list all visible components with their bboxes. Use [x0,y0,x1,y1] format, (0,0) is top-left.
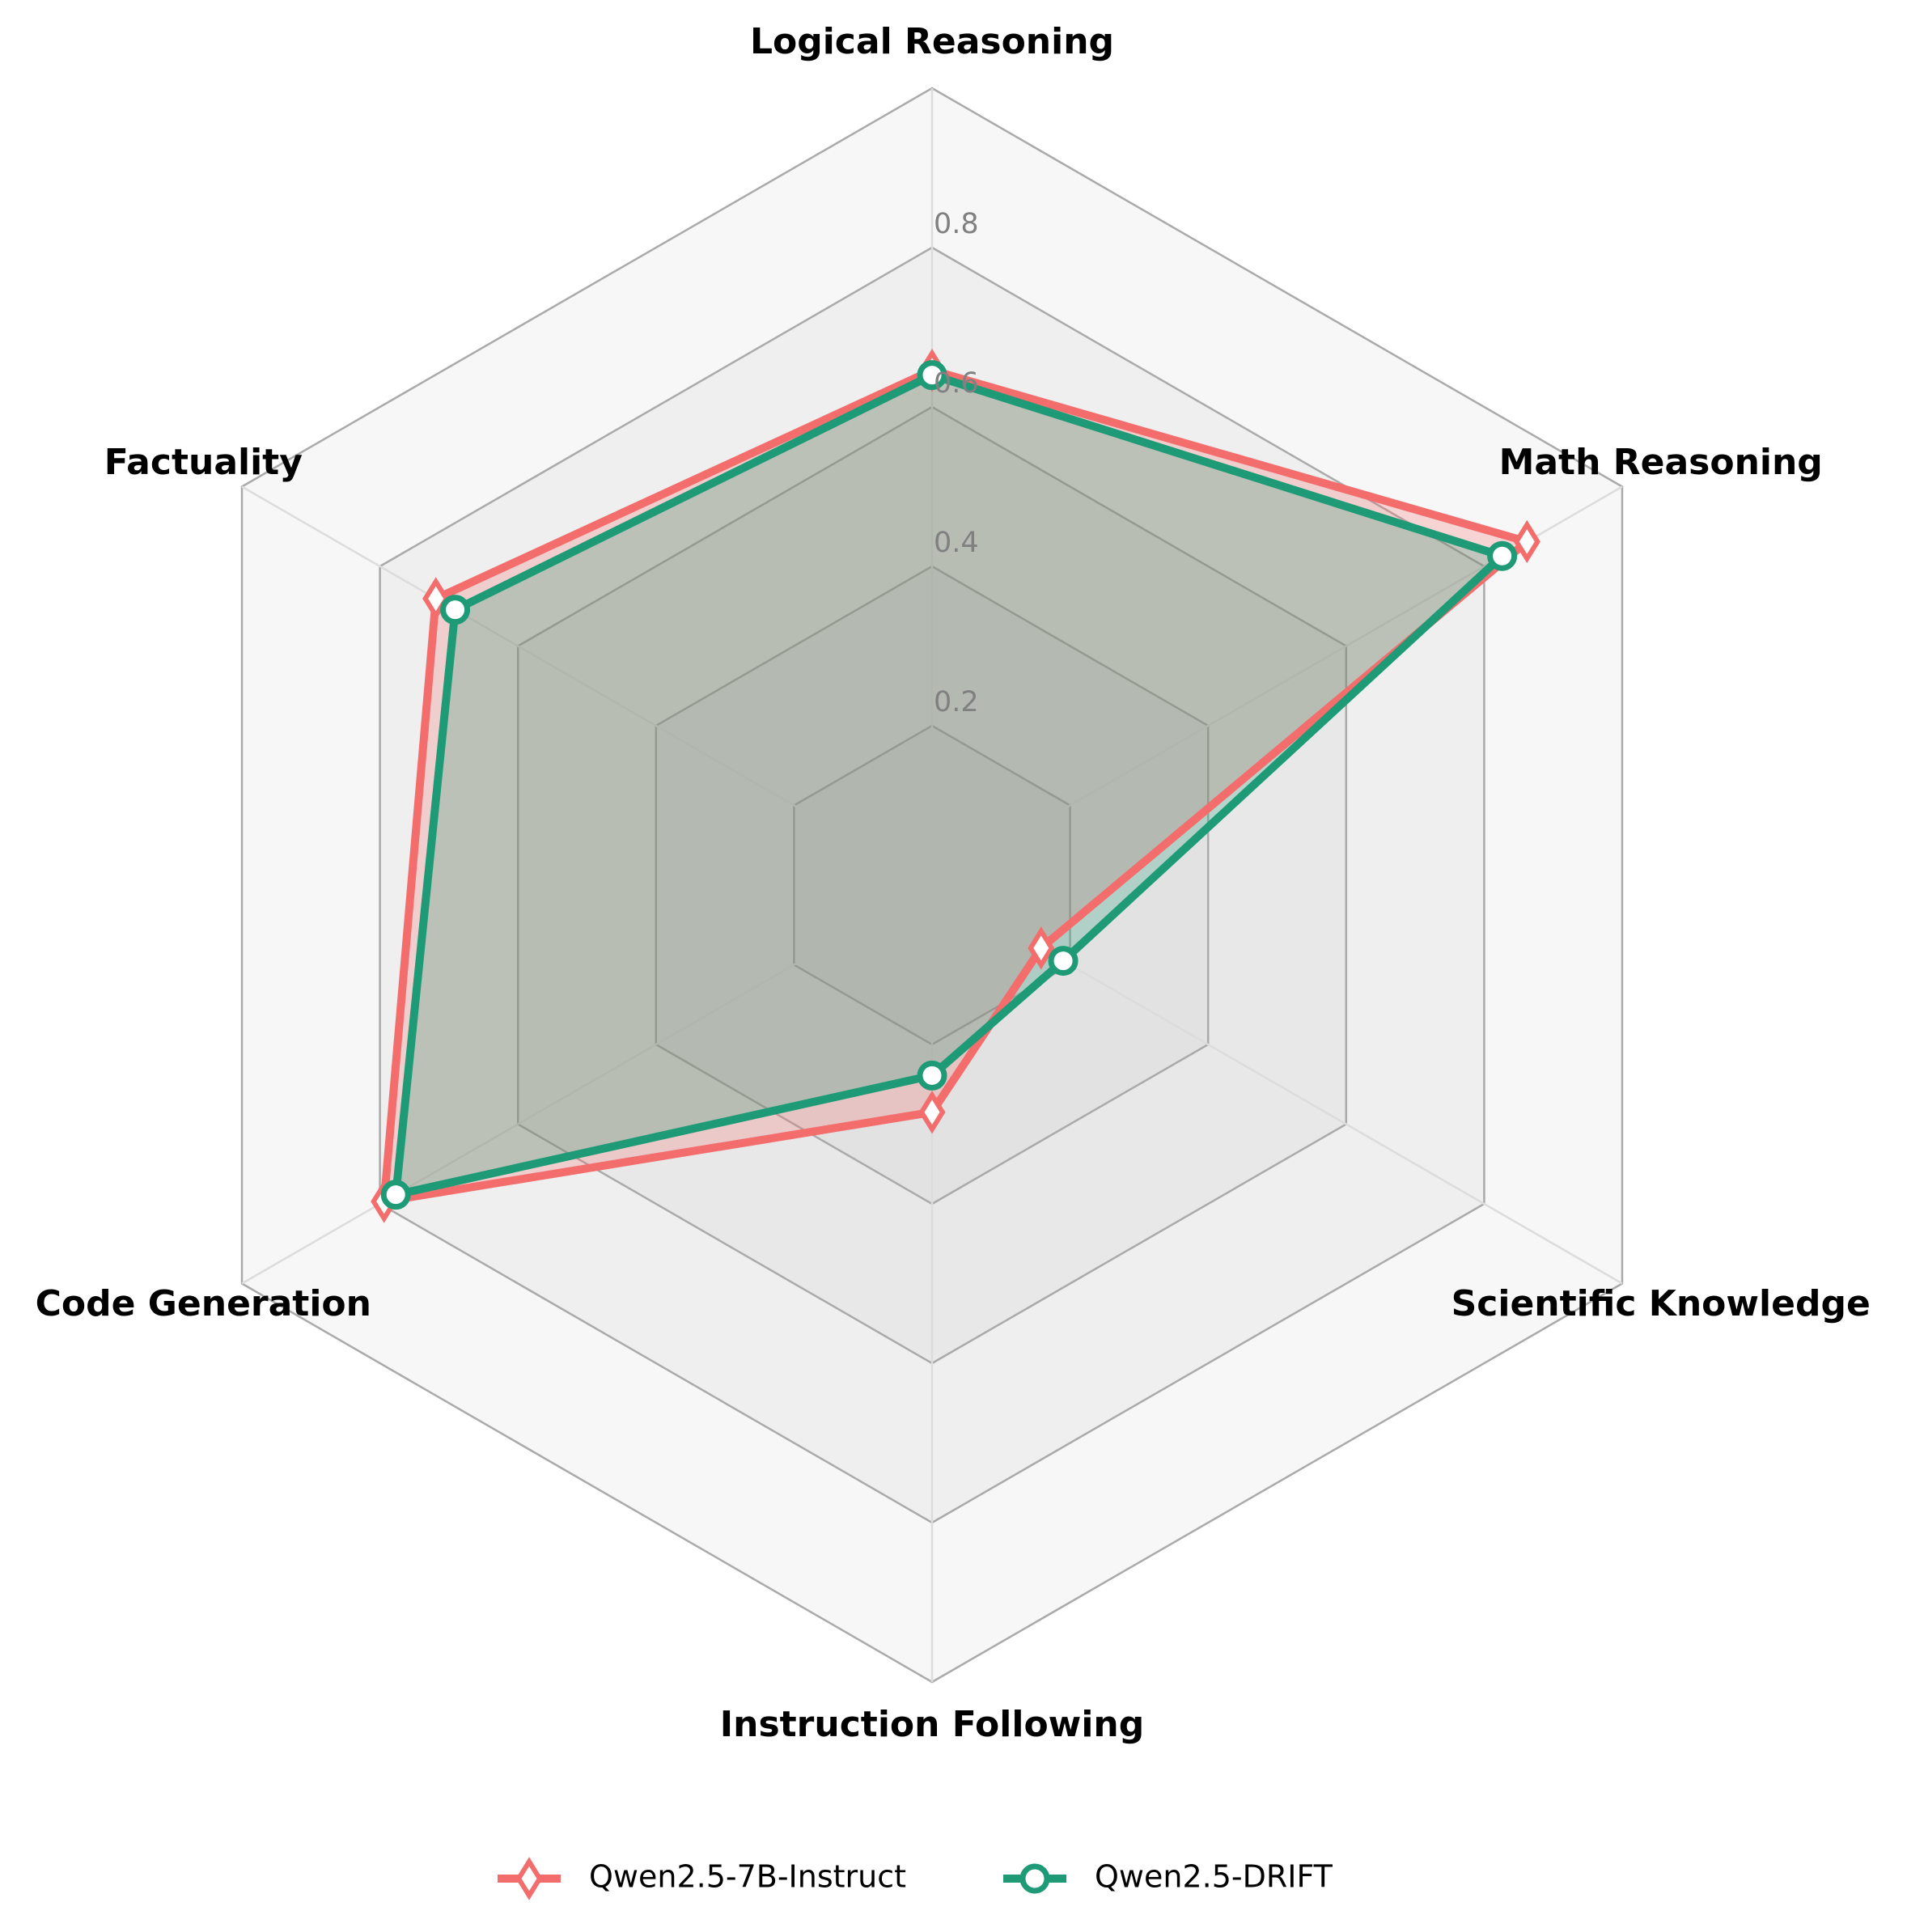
data-point-circle [1487,540,1518,571]
axis-label-scientific-knowledge: Scientific Knowledge [1451,1283,1871,1324]
series-fills [384,370,1528,1202]
data-point-circle [380,1180,411,1210]
tick-label: 0.6 [934,367,979,400]
legend-label-qwen2-5-7b-instruct: Qwen2.5-7B-Instruct [589,1859,906,1895]
spoke-line [241,883,933,1285]
legend: Qwen2.5-7B-Instruct Qwen2.5-DRIFT [498,1857,1333,1900]
data-point-diamond [1513,519,1540,564]
series-fill-qwen2-5-drift [396,375,1502,1195]
legend-marker-circle [1019,1863,1050,1894]
data-point-diamond [1028,926,1055,970]
legend-marker-diamond [515,1857,543,1900]
radial-tick-labels: 0.2 0.4 0.6 0.8 [934,208,979,718]
data-point-circle [917,360,947,391]
tick-label: 0.8 [934,208,979,240]
axis-label-code-generation: Code Generation [36,1283,371,1324]
data-point-diamond [918,1091,946,1134]
series-markers [371,348,1540,1223]
axis-label-math-reasoning: Math Reasoning [1499,442,1823,483]
data-point-circle [440,595,471,625]
category-axis-labels: Logical Reasoning Math Reasoning Scientifi… [36,21,1871,1745]
axis-label-logical-reasoning: Logical Reasoning [750,21,1114,62]
data-point-diamond [422,577,450,621]
spoke-line [241,485,933,887]
tick-label: 0.2 [934,686,979,718]
axis-label-factuality: Factuality [104,442,303,483]
data-point-circle [1048,946,1079,977]
tick-label: 0.4 [934,527,979,559]
series-fill-qwen2-5-7b-instruct [384,370,1528,1202]
axis-label-instruction-following: Instruction Following [720,1704,1144,1745]
data-point-circle [917,1060,947,1091]
legend-label-qwen2-5-drift: Qwen2.5-DRIFT [1095,1859,1333,1895]
